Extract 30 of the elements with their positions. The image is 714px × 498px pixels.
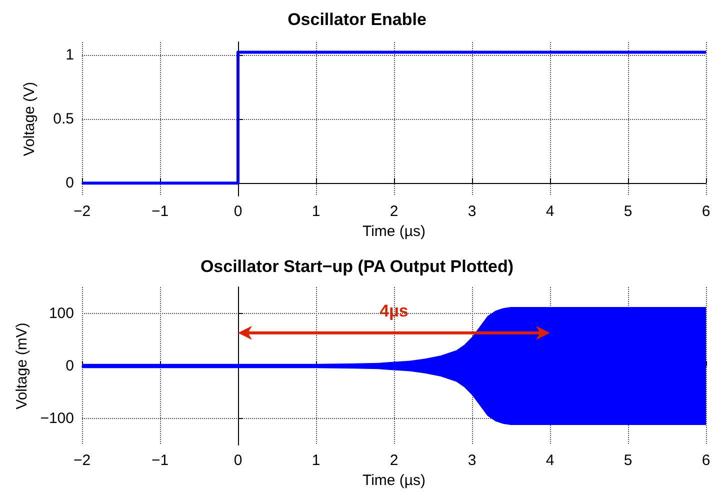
x-tick-label: 1 (312, 203, 320, 220)
x-tick-label: −2 (73, 452, 91, 469)
x-tick-label: 3 (468, 203, 476, 220)
x-tick-label: 0 (234, 452, 242, 469)
y-tick-label: 1 (66, 46, 74, 64)
x-tick-label: 2 (390, 452, 398, 469)
x-tick-label: 3 (468, 452, 476, 469)
x-axis-title: Time (µs) (362, 222, 426, 240)
y-tick-label: −100 (40, 410, 74, 428)
y-tick-label: 100 (48, 304, 74, 322)
chart-title: Oscillator Enable (288, 10, 426, 29)
x-tick-label: −1 (151, 452, 169, 469)
x-tick-label: 0 (234, 203, 242, 220)
y-axis-title: Voltage (V) (21, 82, 38, 156)
x-tick-label: 6 (702, 203, 710, 220)
x-tick-label: 4 (546, 452, 554, 469)
y-tick-label: 0 (66, 358, 74, 374)
x-tick-label: 6 (702, 452, 710, 469)
x-tick-label: 5 (624, 203, 632, 220)
y-tick-label: 0.5 (53, 110, 74, 128)
x-tick-label: −2 (73, 203, 91, 220)
x-tick-label: 2 (390, 203, 398, 220)
x-tick-label: 1 (312, 452, 320, 469)
chart-title: Oscillator Start−up (PA Output Plotted) (200, 257, 514, 276)
x-tick-label: 5 (624, 452, 632, 469)
y-axis-title: Voltage (mV) (13, 322, 30, 410)
y-tick-label: 0 (66, 174, 74, 192)
x-tick-label: 4 (546, 203, 554, 220)
x-tick-label: −1 (151, 203, 169, 220)
x-axis-title: Time (µs) (362, 472, 426, 489)
